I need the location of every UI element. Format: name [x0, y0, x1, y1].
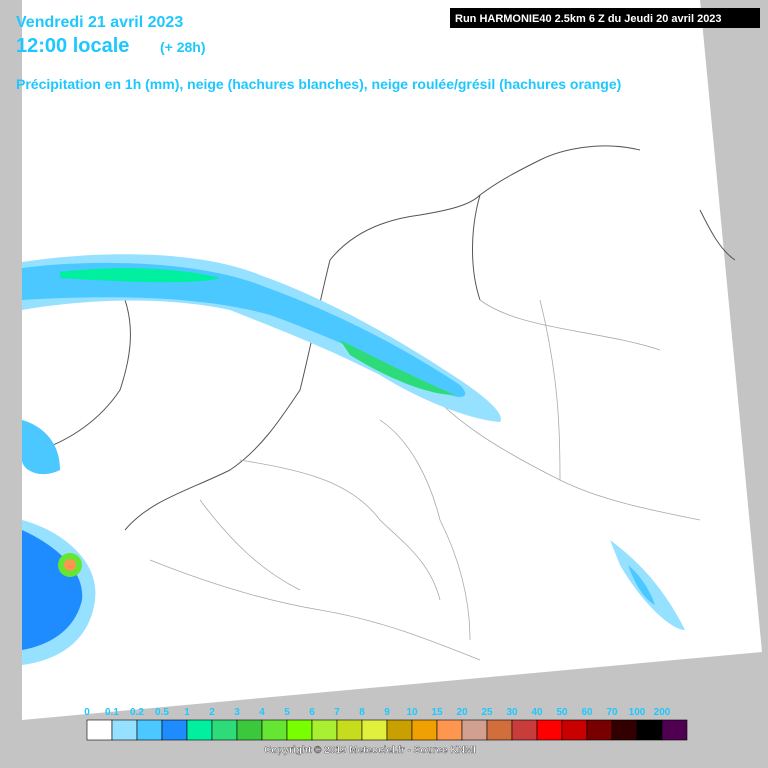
legend-swatch	[661, 719, 688, 741]
legend-swatch	[411, 719, 438, 741]
legend-swatch	[636, 719, 663, 741]
legend-label: 30	[506, 707, 518, 718]
run-info: Run HARMONIE40 2.5km 6 Z du Jeudi 20 avr…	[455, 13, 722, 25]
legend-swatch	[161, 719, 188, 741]
legend-swatch	[536, 719, 563, 741]
legend-swatch	[611, 719, 638, 741]
run-box	[450, 8, 760, 28]
legend-swatch	[211, 719, 238, 741]
legend-swatch	[511, 719, 538, 741]
lead-time: (+ 28h)	[160, 39, 206, 55]
legend: 0 0.1 0.2 0.5 1 2 3 4 5 6 7 8 9 10 15 20 25 30 40 50 60 70 100…	[84, 707, 688, 741]
legend-label: 200	[654, 707, 671, 718]
legend-swatch	[561, 719, 588, 741]
copyright: Copyright © 2019 Meteociel.fr - Source K…	[264, 745, 476, 756]
date: Vendredi 21 avril 2023	[16, 14, 183, 31]
legend-label: 0.1	[105, 707, 119, 718]
legend-label: 1	[184, 707, 190, 718]
legend-swatch	[386, 719, 413, 741]
legend-label: 0	[84, 707, 90, 718]
legend-swatch	[336, 719, 363, 741]
subtitle: Précipitation en 1h (mm), neige (hachure…	[16, 76, 621, 92]
legend-label: 4	[259, 707, 265, 718]
legend-label: 0.2	[130, 707, 144, 718]
legend-label: 20	[456, 707, 468, 718]
legend-swatch	[236, 719, 263, 741]
time: 12:00 locale	[16, 35, 129, 57]
legend-swatch	[186, 719, 213, 741]
legend-swatch	[86, 719, 113, 741]
legend-label: 5	[284, 707, 290, 718]
legend-label: 40	[531, 707, 543, 718]
legend-label: 15	[431, 707, 443, 718]
legend-label: 100	[629, 707, 646, 718]
legend-swatch	[136, 719, 163, 741]
legend-swatch	[436, 719, 463, 741]
legend-label: 60	[581, 707, 593, 718]
precipitation	[22, 254, 685, 665]
legend-swatch	[111, 719, 138, 741]
legend-label: 2	[209, 707, 215, 718]
legend-label: 10	[406, 707, 418, 718]
legend-label: 3	[234, 707, 240, 718]
borders	[149, 299, 701, 661]
legend-swatch	[311, 719, 338, 741]
legend-label: 7	[334, 707, 340, 718]
legend-label: 6	[309, 707, 315, 718]
legend-swatch	[261, 719, 288, 741]
legend-label: 9	[384, 707, 390, 718]
legend-swatch	[361, 719, 388, 741]
legend-label: 0.5	[155, 707, 169, 718]
legend-label: 70	[606, 707, 618, 718]
legend-swatch	[286, 719, 313, 741]
legend-swatch	[461, 719, 488, 741]
legend-swatch	[586, 719, 613, 741]
legend-label: 25	[481, 707, 493, 718]
legend-label: 8	[359, 707, 365, 718]
legend-label: 50	[556, 707, 568, 718]
legend-swatch	[486, 719, 513, 741]
